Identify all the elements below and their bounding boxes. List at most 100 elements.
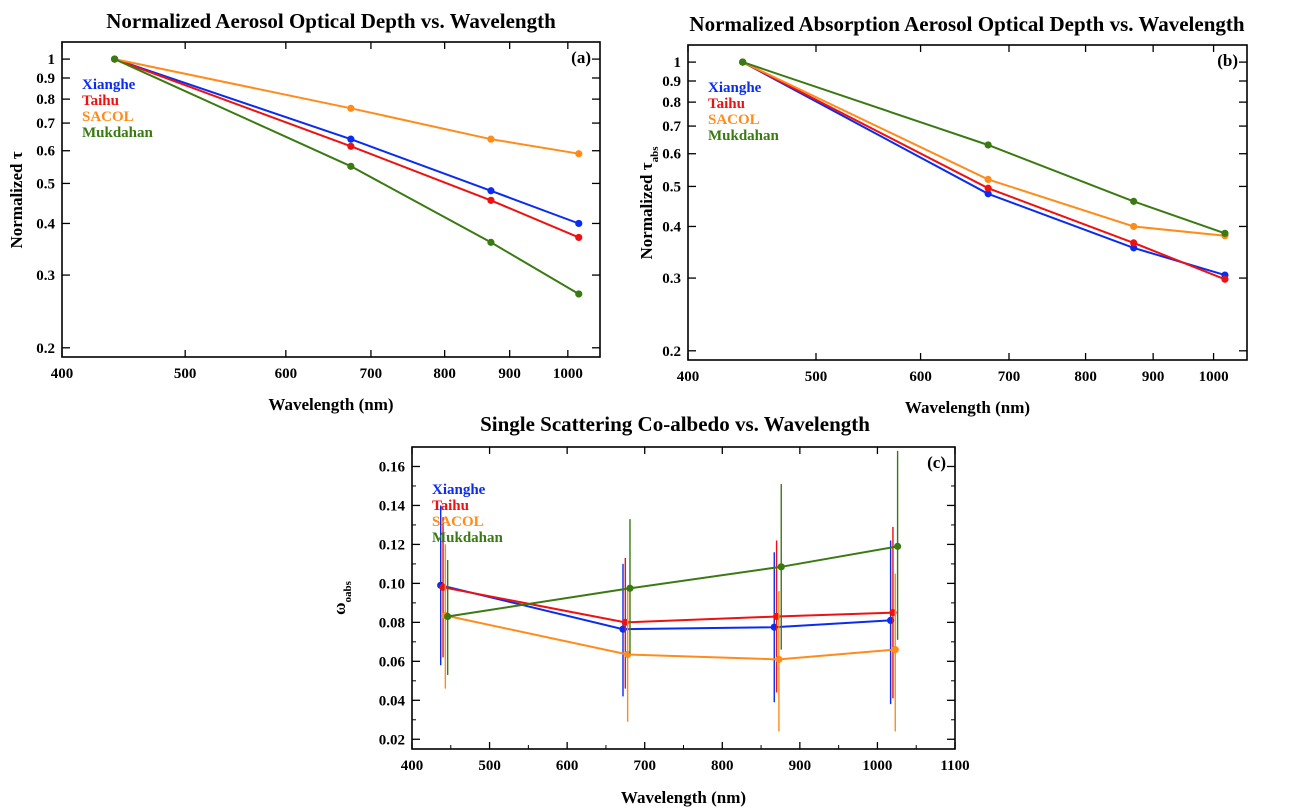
data-point [487,196,495,204]
data-point [777,563,785,571]
x-tick-label: 1000 [1199,369,1229,385]
series-xianghe [437,505,895,705]
series-sacol [739,58,1229,240]
data-point [347,135,355,143]
legend-entry-sacol: SACOL [82,109,134,125]
series-taihu [111,55,583,242]
x-tick-label: 1000 [862,758,892,774]
x-tick-label: 900 [498,366,521,382]
series-line [440,584,891,631]
data-point [1221,275,1229,283]
data-point [111,55,119,63]
y-tick-label: 0.5 [36,176,55,192]
y-tick-label: 0.04 [379,693,406,709]
chart-title: Normalized Aerosol Optical Depth vs. Wav… [106,9,556,33]
data-point [891,646,899,654]
x-tick-label: 400 [51,366,74,382]
legend-entry-xianghe: Xianghe [708,80,762,96]
x-tick-label: 800 [1074,369,1097,385]
series-line [742,61,1226,235]
x-tick-label: 600 [909,369,932,385]
data-point [347,142,355,150]
x-tick-label: 700 [360,366,383,382]
y-tick-label: 0.6 [36,144,55,160]
series-mukdahan [739,58,1229,237]
series-line [114,58,580,239]
plot-frame [61,41,601,358]
data-point [775,655,783,663]
y-tick-label: 0.2 [662,344,681,360]
legend-entry-xianghe: Xianghe [432,482,486,498]
legend-entry-taihu: Taihu [708,96,745,112]
chart-panel-c: Single Scattering Co-albedo vs. Waveleng… [330,412,970,807]
y-tick-label: 0.2 [36,341,55,357]
data-point [487,187,495,195]
y-tick-label: 1 [674,55,682,71]
x-tick-label: 700 [998,369,1021,385]
series-mukdahan [444,450,902,675]
data-point [739,58,747,66]
data-point [1130,244,1138,252]
y-tick-label: 0.08 [379,615,405,631]
data-point [347,104,355,112]
series-mukdahan [111,55,583,298]
data-point [575,233,583,242]
y-tick-label: 0.16 [379,459,406,475]
plot-frame [687,44,1248,361]
x-tick-label: 1000 [553,366,583,382]
y-tick-label: 0.9 [662,74,681,90]
data-point [575,150,583,158]
series-line [442,586,893,624]
y-tick-label: 0.06 [379,654,406,670]
y-tick-label: 0.14 [379,498,406,514]
data-point [575,219,583,228]
x-tick-label: 600 [556,758,579,774]
y-tick-label: 0.02 [379,732,405,748]
data-point [984,175,992,183]
data-point [1130,239,1138,247]
y-tick-label: 0.7 [36,116,55,132]
chart-panel-a: Normalized Aerosol Optical Depth vs. Wav… [7,9,601,414]
x-axis-label: Wavelength (nm) [268,395,393,414]
panel-label: (a) [571,48,591,67]
y-axis-label: Normalized τ [7,151,26,248]
data-point [1130,197,1138,205]
series-xianghe [111,55,583,228]
x-tick-label: 900 [789,758,812,774]
series-line [742,61,1226,237]
x-tick-label: 700 [633,758,656,774]
series-line [742,61,1226,281]
y-tick-label: 0.8 [662,95,681,111]
y-axis-label: ωoabs [330,580,354,615]
data-point [347,162,355,170]
y-axis-label: Normalized τabs [637,146,661,260]
series-line [114,58,580,225]
series-line [742,61,1226,277]
chart-title: Normalized Absorption Aerosol Optical De… [689,12,1244,36]
x-tick-label: 900 [1142,369,1165,385]
series-sacol [441,544,899,732]
data-point [893,542,902,550]
series-line [114,58,579,155]
data-point [444,612,452,621]
chart-panel-b: Normalized Absorption Aerosol Optical De… [637,12,1248,417]
x-tick-label: 1100 [940,758,969,774]
legend-entry-taihu: Taihu [432,498,469,514]
legend-entry-mukdahan: Mukdahan [82,125,154,141]
x-tick-label: 500 [805,369,828,385]
legend-entry-xianghe: Xianghe [82,77,136,93]
y-tick-label: 0.8 [36,92,55,108]
legend-entry-mukdahan: Mukdahan [708,128,780,144]
x-tick-label: 800 [711,758,734,774]
series-taihu [739,58,1229,283]
data-point [984,184,992,192]
data-point [487,238,495,246]
x-axis-label: Wavelength (nm) [621,788,746,807]
y-tick-label: 0.9 [36,71,55,87]
series-line [445,614,896,661]
data-point [1130,222,1138,231]
y-tick-label: 0.4 [662,219,681,235]
series-line [114,58,580,295]
series-line [447,545,898,618]
